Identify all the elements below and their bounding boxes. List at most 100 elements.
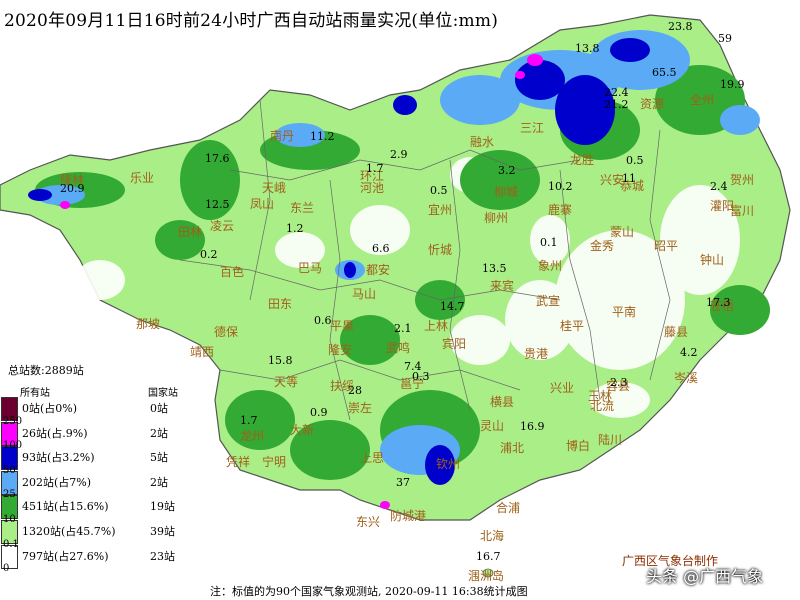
place-label: 靖西: [190, 345, 214, 359]
place-label: 北流: [590, 399, 614, 413]
place-label: 贵港: [524, 347, 548, 361]
rainfall-value: 65.5: [652, 66, 677, 79]
producer-credit: 广西区气象台制作: [622, 554, 719, 568]
place-label: 全州: [690, 92, 714, 107]
place-label: 涠洲岛: [468, 568, 504, 583]
place-label: 柳城: [494, 185, 518, 199]
legend-swatch: [1, 495, 18, 520]
rainfall-value: 4.2: [680, 346, 698, 359]
place-label: 南丹: [270, 128, 294, 143]
place-label: 扶绥: [330, 378, 354, 393]
place-label: 龙胜: [570, 152, 594, 167]
legend-threshold: 50: [3, 464, 16, 476]
rainfall-value: 19.9: [720, 78, 745, 91]
place-label: 东兴: [356, 515, 380, 529]
map-title: 2020年09月11日16时前24小时广西自动站雨量实况(单位:mm): [4, 11, 499, 31]
place-label: 来宾: [490, 278, 514, 293]
place-label: 宾阳: [442, 336, 466, 351]
place-label: 上思: [360, 451, 384, 465]
place-label: 贺州: [730, 173, 754, 187]
legend-count-all: 26站(占.9%): [22, 426, 88, 440]
rainfall-value: 3.2: [498, 164, 516, 177]
place-label: 合浦: [496, 500, 520, 515]
legend-count-national: 0站: [150, 402, 168, 415]
legend-header-national: 国家站: [148, 388, 178, 399]
rainfall-value: 20.9: [60, 182, 85, 195]
place-label: 武鸣: [386, 340, 410, 355]
place-label: 防城港: [390, 508, 426, 523]
place-label: 大新: [290, 422, 314, 437]
place-label: 北海: [480, 528, 504, 543]
rainfall-value: 2.4: [710, 180, 728, 193]
place-label: 浦北: [500, 441, 524, 455]
rainfall-value: 28: [348, 384, 362, 397]
place-label: 资源: [640, 97, 664, 111]
place-label: 东兰: [290, 201, 314, 215]
rainfall-value: 7.4: [404, 360, 422, 373]
place-label: 陆川: [598, 432, 622, 447]
rainfall-value: 23.8: [668, 20, 693, 33]
place-label: 隆安: [328, 342, 352, 357]
rainfall-value: 59: [718, 32, 732, 45]
legend-swatch: [1, 470, 18, 495]
place-label: 兴安: [600, 172, 624, 187]
rainfall-value: 13.8: [575, 42, 600, 55]
place-label: 乐业: [130, 171, 154, 185]
rainfall-value-labels: 23.8 59 13.8 65.5 22.4 19.9 21.2 11.2 17…: [60, 20, 745, 563]
place-label: 龙州: [240, 429, 264, 443]
legend-swatch: [1, 421, 18, 446]
place-label: 武宣: [536, 293, 560, 308]
legend-count-all: 93站(占3.2%): [22, 451, 95, 465]
place-label: 宁明: [262, 454, 286, 469]
rainfall-value: 17.6: [205, 152, 230, 165]
rainfall-value: 16.7: [476, 550, 501, 563]
rainfall-value: 21.2: [604, 98, 629, 111]
legend-count-national: 2站: [150, 426, 168, 440]
place-label: 博白: [566, 438, 590, 453]
rainfall-value: 0.9: [310, 406, 328, 419]
rainfall-value: 11: [622, 172, 636, 185]
place-label: 凤山: [250, 197, 274, 211]
legend-header-all: 所有站: [20, 388, 50, 399]
rainfall-value: 0.6: [314, 314, 332, 327]
legend-count-national: 39站: [150, 525, 175, 538]
place-label: 环江: [360, 169, 384, 183]
place-label: 崇左: [348, 400, 372, 415]
place-label: 巴马: [298, 261, 322, 275]
dry-areas: [75, 157, 740, 418]
place-label: 那坡: [136, 317, 160, 331]
place-label: 忻城: [428, 243, 452, 257]
rainfall-value: 16.9: [520, 420, 545, 433]
place-label: 玉林: [588, 389, 612, 403]
legend-count-national: 23站: [150, 549, 175, 563]
place-label: 柳州: [484, 211, 508, 225]
legend-count-all: 451站(占15.6%): [22, 500, 109, 514]
place-label: 兴业: [550, 381, 574, 395]
footnote: 注：标值的为90个国家气象观测站, 2020-09-11 16:38统计成图: [210, 585, 528, 598]
place-label: 平南: [612, 304, 636, 319]
rainfall-value: 0.5: [430, 184, 448, 197]
place-label: 隆林: [60, 172, 84, 187]
rainfall-value: 13.5: [482, 262, 507, 275]
rainfall-value: 12.5: [205, 198, 230, 211]
rainfall-value: 11.2: [310, 130, 335, 143]
place-label: 藤县: [664, 325, 688, 339]
rainfall-value: 1.2: [286, 222, 304, 235]
place-label: 德保: [214, 324, 238, 339]
place-label: 富川: [730, 203, 754, 218]
legend-swatch: [1, 520, 18, 544]
place-label: 天峨: [262, 181, 286, 195]
place-label: 平果: [330, 319, 354, 333]
legend-count-all: 1320站(占45.7%): [22, 525, 116, 538]
rain-50-100: [28, 38, 650, 485]
rainfall-value: 1.7: [240, 414, 258, 427]
legend-count-national: 5站: [150, 451, 168, 465]
place-label: 天等: [274, 375, 298, 389]
weizhou-island: [482, 568, 494, 578]
total-station-count: 总站数:2889站: [8, 364, 84, 377]
rainfall-value: 0.3: [412, 370, 430, 383]
place-label: 容县: [606, 378, 630, 393]
legend-threshold: 0: [3, 563, 10, 575]
place-label: 宜州: [428, 202, 452, 217]
place-label: 鹿寨: [548, 202, 572, 217]
